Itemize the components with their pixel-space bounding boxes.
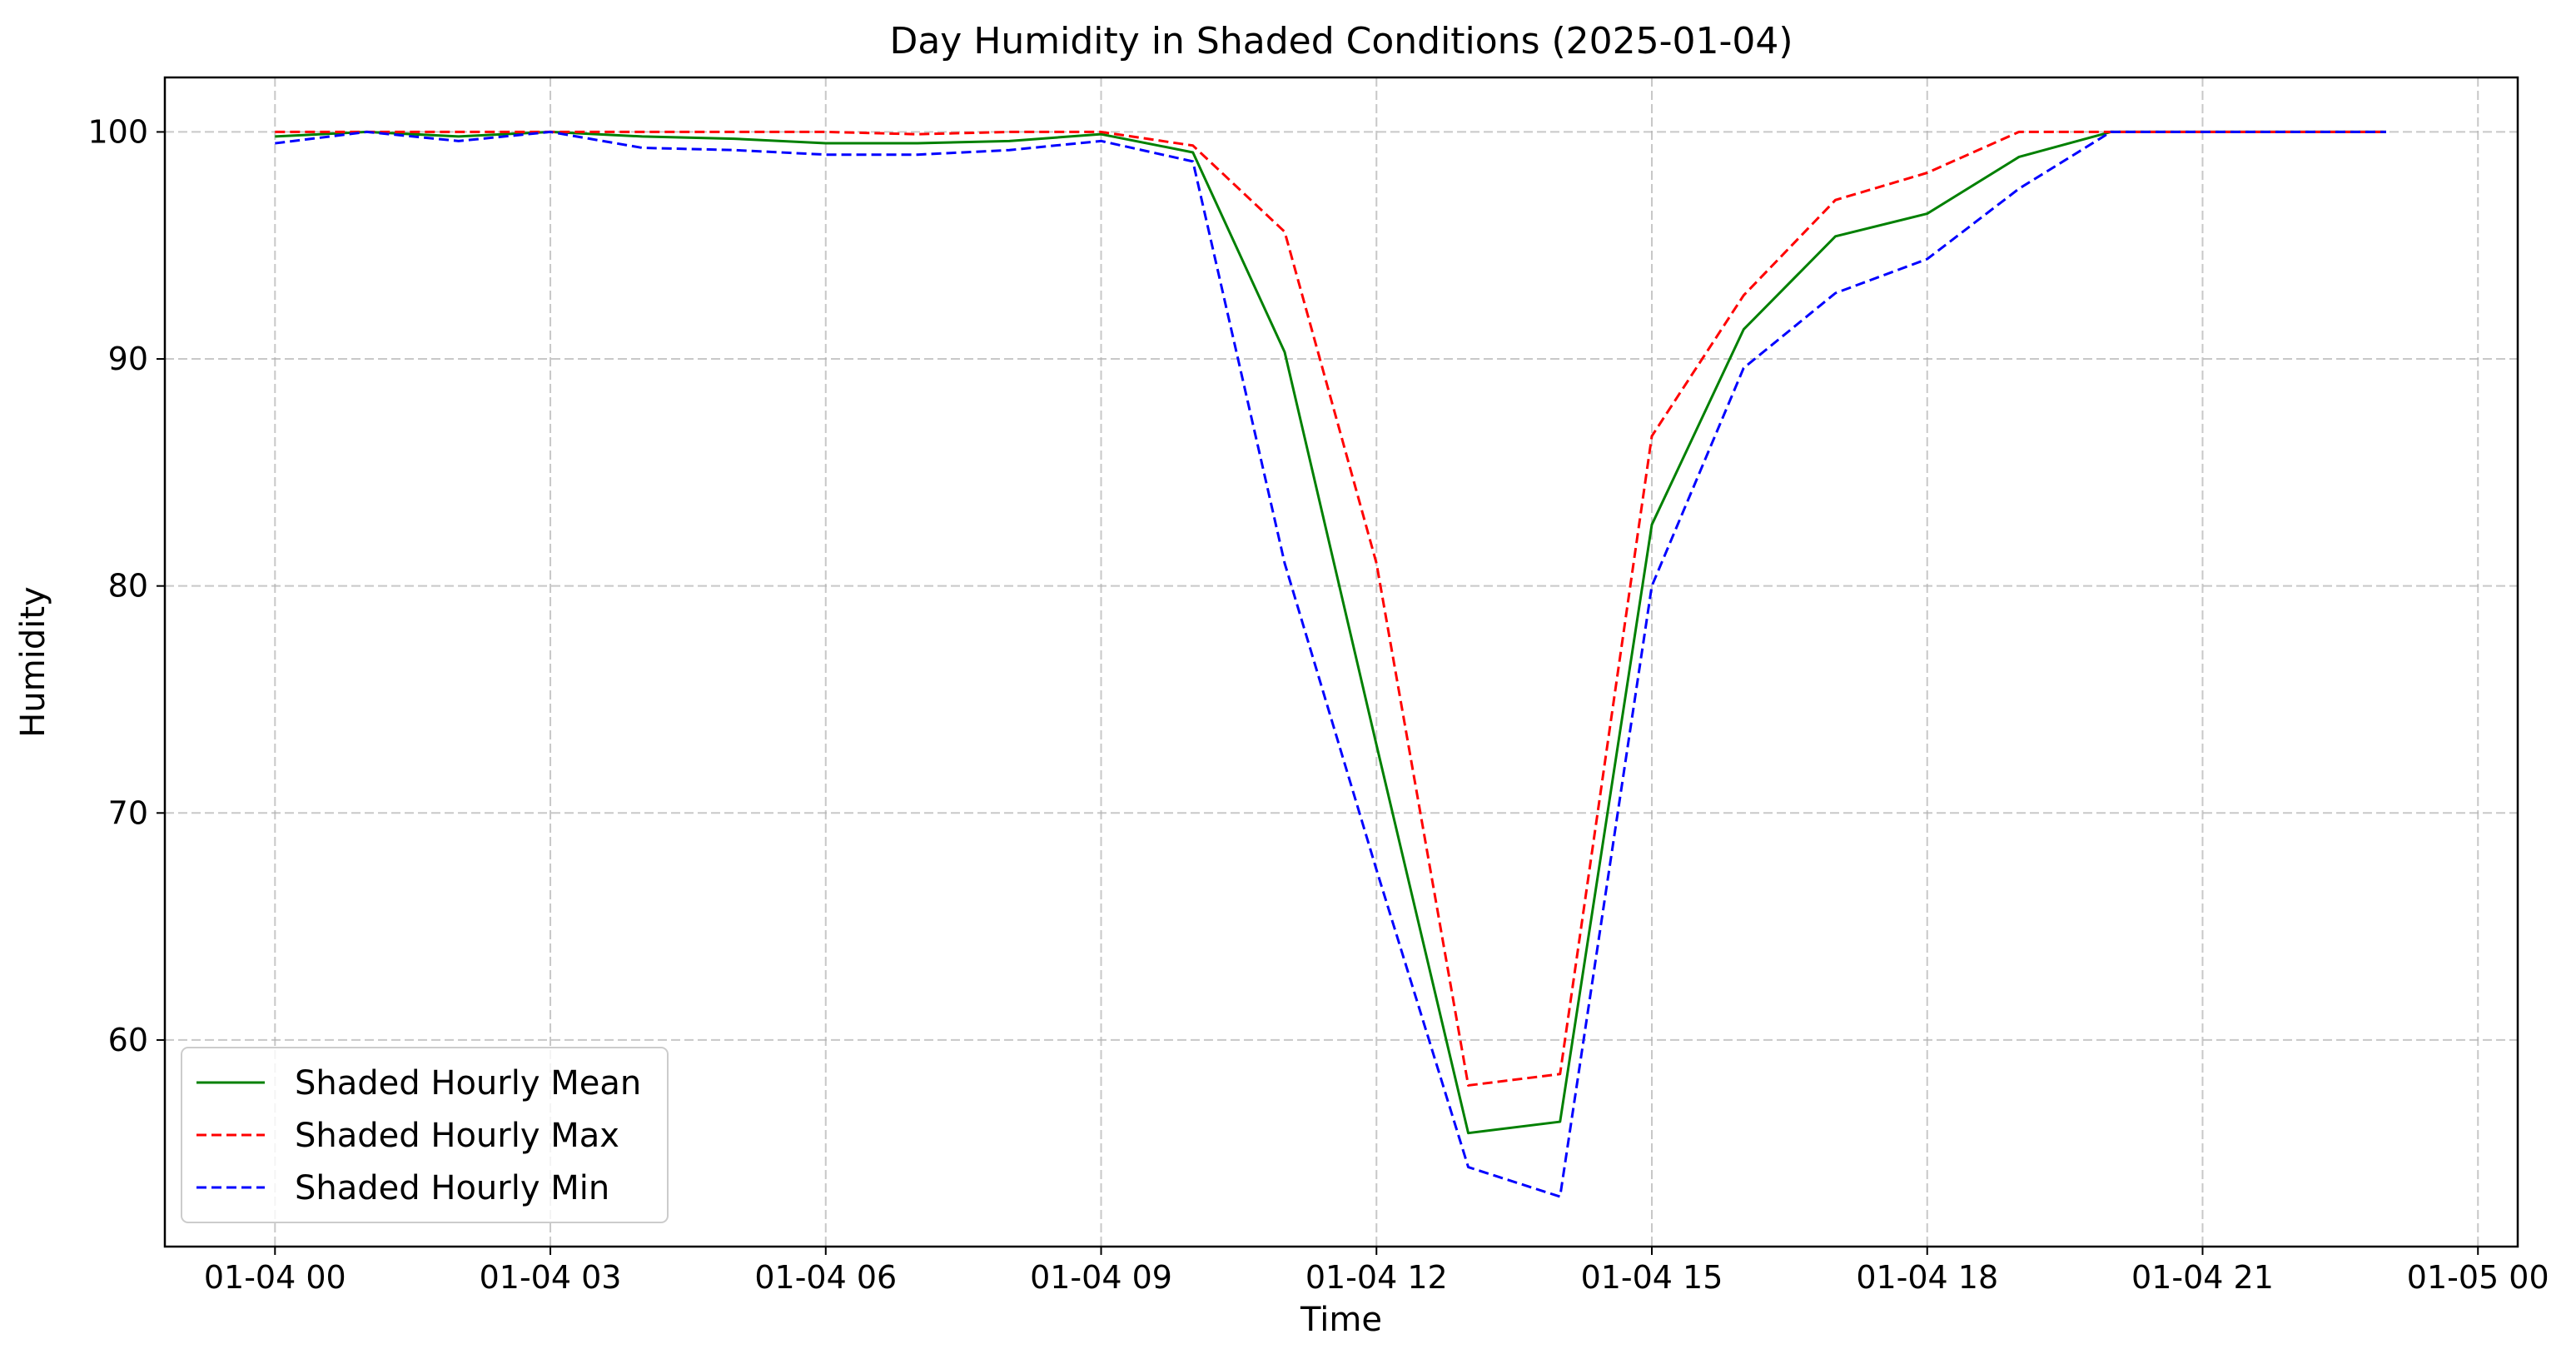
y-tick-label: 70	[108, 794, 148, 831]
x-tick-label: 01-04 00	[204, 1259, 346, 1296]
axis-ticks: 01-04 00 01-04 03 01-04 06 01-04 09 01-04 12…	[87, 113, 2549, 1296]
x-tick-label: 01-04 06	[754, 1259, 897, 1296]
legend-label: Shaded Hourly Max	[295, 1117, 619, 1155]
y-tick-label: 60	[108, 1022, 148, 1058]
x-tick-label: 01-04 03	[480, 1259, 622, 1296]
legend: Shaded Hourly Mean Shaded Hourly Max Shade…	[181, 1047, 669, 1223]
series-lines	[275, 130, 2386, 1198]
legend-label: Shaded Hourly Mean	[295, 1064, 641, 1103]
plot-frame	[163, 76, 2519, 1248]
y-tick-label: 80	[108, 568, 148, 605]
x-tick-label: 01-04 21	[2131, 1259, 2274, 1296]
y-tick-label: 100	[87, 113, 148, 150]
series-line-shaded-hourly-min	[275, 130, 2386, 1198]
x-tick-label: 01-04 12	[1305, 1259, 1448, 1296]
x-tick-label: 01-05 00	[2407, 1259, 2549, 1296]
x-tick-label: 01-04 18	[1856, 1259, 1998, 1296]
y-tick-label: 90	[108, 341, 148, 377]
x-axis-label: Time	[1300, 1301, 1382, 1339]
series-line-shaded-hourly-mean	[275, 130, 2386, 1135]
y-axis-label: Humidity	[14, 586, 52, 737]
series-line-shaded-hourly-max	[275, 130, 2386, 1087]
x-tick-label: 01-04 15	[1581, 1259, 1723, 1296]
chart-title: Day Humidity in Shaded Conditions (2025-…	[889, 20, 1793, 62]
x-tick-label: 01-04 09	[1030, 1259, 1172, 1296]
legend-box	[181, 1047, 669, 1223]
legend-label: Shaded Hourly Min	[295, 1169, 609, 1207]
